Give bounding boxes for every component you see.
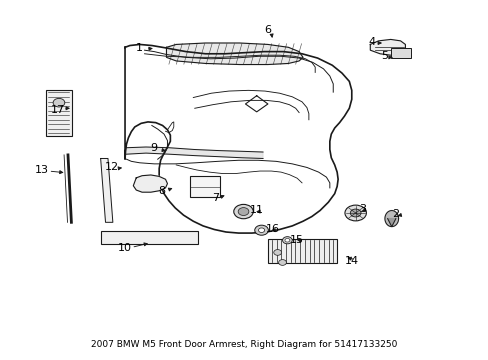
- Text: 8: 8: [158, 186, 165, 197]
- Circle shape: [238, 208, 248, 216]
- Text: 3: 3: [358, 204, 365, 214]
- Polygon shape: [126, 147, 263, 158]
- Polygon shape: [369, 40, 405, 55]
- Circle shape: [53, 98, 65, 107]
- Text: 14: 14: [344, 256, 358, 266]
- Text: 17: 17: [51, 105, 65, 115]
- Circle shape: [233, 204, 253, 219]
- Text: 2: 2: [391, 209, 398, 219]
- Polygon shape: [101, 158, 113, 222]
- Polygon shape: [133, 175, 167, 192]
- Text: 6: 6: [264, 25, 271, 35]
- Text: 13: 13: [35, 165, 49, 175]
- Text: 10: 10: [118, 243, 132, 253]
- Polygon shape: [387, 219, 395, 226]
- Text: 2007 BMW M5 Front Door Armrest, Right Diagram for 51417133250: 2007 BMW M5 Front Door Armrest, Right Di…: [91, 340, 397, 349]
- Bar: [267, 239, 336, 263]
- Text: 9: 9: [150, 143, 158, 153]
- Text: 12: 12: [104, 162, 119, 172]
- Bar: [390, 48, 410, 58]
- Polygon shape: [166, 43, 303, 64]
- Text: 7: 7: [211, 193, 218, 203]
- Bar: [45, 90, 72, 136]
- Text: 4: 4: [368, 37, 375, 47]
- Polygon shape: [384, 211, 398, 226]
- Bar: [189, 176, 220, 197]
- Circle shape: [273, 249, 281, 255]
- Circle shape: [285, 238, 289, 242]
- Text: 5: 5: [381, 51, 387, 61]
- Circle shape: [258, 228, 264, 233]
- Text: 15: 15: [289, 235, 304, 245]
- Text: 1: 1: [136, 43, 143, 53]
- Circle shape: [254, 225, 268, 235]
- Text: 11: 11: [249, 206, 263, 216]
- Bar: [101, 231, 198, 244]
- Circle shape: [282, 237, 292, 244]
- Circle shape: [349, 209, 360, 217]
- Circle shape: [344, 205, 366, 221]
- Text: 16: 16: [265, 225, 279, 234]
- Circle shape: [278, 260, 286, 265]
